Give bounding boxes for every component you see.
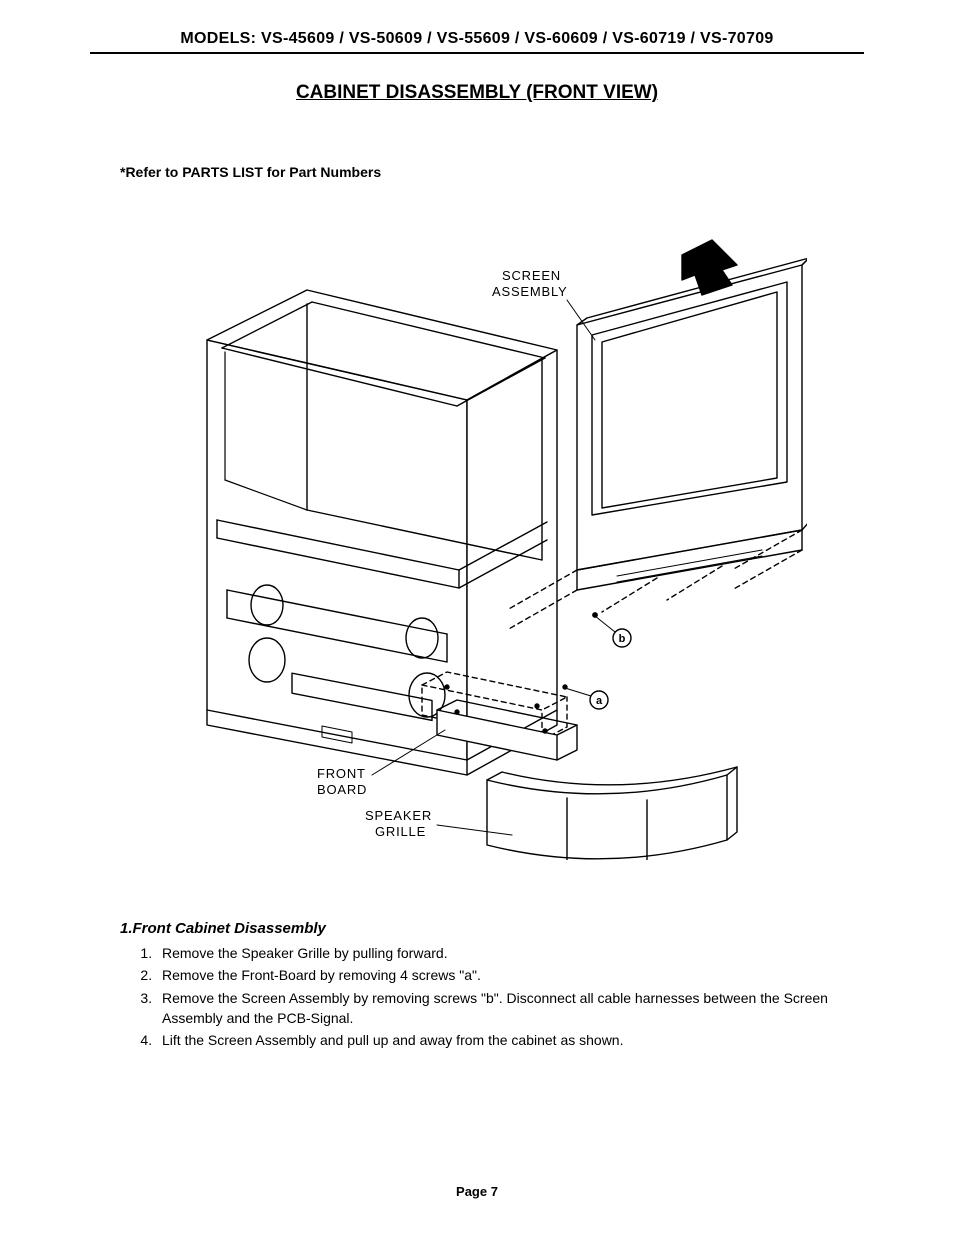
label-screen2: ASSEMBLY — [492, 284, 568, 299]
label-front2: BOARD — [317, 782, 367, 797]
label-speaker1: SPEAKER — [365, 808, 432, 823]
section-heading: 1.Front Cabinet Disassembly — [120, 920, 834, 937]
step-item: Lift the Screen Assembly and pull up and… — [156, 1030, 834, 1050]
label-screen1: SCREEN — [502, 268, 561, 283]
exploded-diagram: SCREEN ASSEMBLY FRONT BOARD SPEAKER GRIL… — [147, 220, 807, 860]
page-title: CABINET DISASSEMBLY (FRONT VIEW) — [90, 82, 864, 104]
label-front1: FRONT — [317, 766, 366, 781]
page-number: Page 7 — [0, 1184, 954, 1199]
label-speaker2: GRILLE — [375, 824, 426, 839]
step-item: Remove the Front-Board by removing 4 scr… — [156, 965, 834, 985]
steps-list: Remove the Speaker Grille by pulling for… — [156, 943, 834, 1050]
callout-b-text: b — [619, 633, 626, 645]
step-item: Remove the Screen Assembly by removing s… — [156, 988, 834, 1029]
models-header: MODELS: VS-45609 / VS-50609 / VS-55609 /… — [90, 30, 864, 54]
callout-a-text: a — [596, 695, 603, 707]
step-item: Remove the Speaker Grille by pulling for… — [156, 943, 834, 963]
refer-note: *Refer to PARTS LIST for Part Numbers — [120, 164, 864, 180]
